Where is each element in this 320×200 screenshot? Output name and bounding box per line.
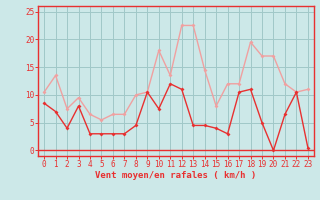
X-axis label: Vent moyen/en rafales ( km/h ): Vent moyen/en rafales ( km/h ) bbox=[95, 171, 257, 180]
